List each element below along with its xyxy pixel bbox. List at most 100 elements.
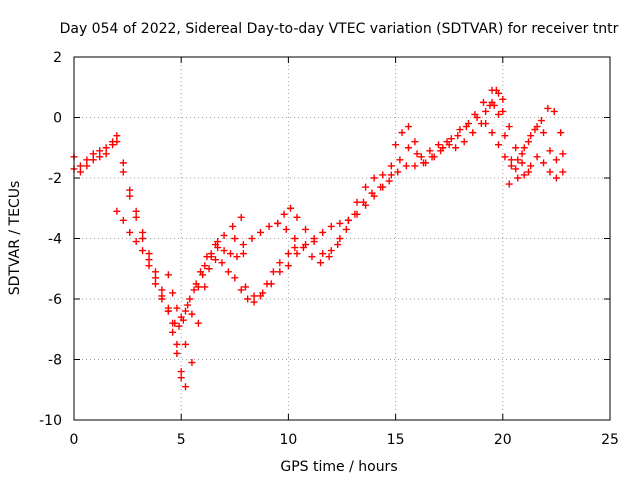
data-point — [177, 368, 185, 376]
data-point — [402, 162, 410, 170]
ticks-layer: 0 5 10 15 20 25 -10 -8 -6 -4 -2 0 2 — [39, 50, 619, 448]
data-point — [422, 159, 430, 167]
data-point — [319, 250, 327, 258]
data-point — [482, 120, 490, 128]
data-point — [126, 192, 134, 200]
data-point — [192, 280, 200, 288]
data-point — [132, 238, 140, 246]
data-point — [518, 159, 526, 167]
data-point — [229, 222, 237, 230]
data-point — [190, 286, 198, 294]
data-point — [499, 95, 507, 103]
data-point — [293, 213, 301, 221]
data-point — [218, 259, 226, 267]
data-point — [282, 225, 290, 233]
data-point — [177, 374, 185, 382]
data-point — [447, 135, 455, 143]
data-point — [184, 301, 192, 309]
data-point — [265, 222, 273, 230]
data-point — [546, 168, 554, 176]
data-point — [214, 238, 222, 246]
data-point — [126, 228, 134, 236]
data-point — [512, 165, 520, 173]
data-point — [194, 319, 202, 327]
data-point — [404, 144, 412, 152]
data-point — [139, 247, 147, 255]
data-point — [175, 322, 183, 330]
data-point — [426, 147, 434, 155]
data-series — [274, 86, 533, 258]
data-point — [518, 150, 526, 158]
data-point — [434, 141, 442, 149]
data-point — [276, 268, 284, 276]
data-point — [164, 307, 172, 315]
data-point — [76, 168, 84, 176]
data-point — [83, 156, 91, 164]
data-point — [169, 319, 177, 327]
data-point — [413, 150, 421, 158]
data-point — [559, 150, 567, 158]
data-point — [173, 349, 181, 357]
data-point — [411, 138, 419, 146]
x-tick-label: 5 — [177, 432, 186, 448]
data-point — [201, 262, 209, 270]
data-point — [109, 138, 117, 146]
data-point — [327, 247, 335, 255]
data-point — [119, 216, 127, 224]
data-point — [151, 268, 159, 276]
data-point — [169, 328, 177, 336]
data-point — [237, 286, 245, 294]
data-point — [507, 162, 515, 170]
x-tick-label: 25 — [601, 432, 619, 448]
data-point — [269, 268, 277, 276]
data-point — [287, 204, 295, 212]
data-point — [102, 144, 110, 152]
data-point — [119, 159, 127, 167]
data-point — [293, 250, 301, 258]
data-point — [552, 156, 560, 164]
data-point — [533, 153, 541, 161]
data-point — [387, 162, 395, 170]
data-point — [514, 156, 522, 164]
data-point — [259, 289, 267, 297]
data-point — [379, 171, 387, 179]
data-point — [267, 280, 275, 288]
data-point — [394, 168, 402, 176]
data-point — [495, 110, 503, 118]
data-point — [284, 262, 292, 270]
data-point — [488, 98, 496, 106]
data-point — [291, 244, 299, 252]
data-point — [379, 183, 387, 191]
data-point — [499, 107, 507, 115]
data-point — [452, 144, 460, 152]
data-point — [525, 138, 533, 146]
data-point — [362, 201, 370, 209]
data-point — [113, 132, 121, 140]
data-point — [214, 244, 222, 252]
data-point — [520, 171, 528, 179]
data-point — [220, 247, 228, 255]
data-point — [385, 177, 393, 185]
data-point — [544, 104, 552, 112]
data-point — [344, 216, 352, 224]
x-tick-label: 0 — [70, 432, 79, 448]
y-tick-label: -8 — [48, 353, 62, 369]
data-point — [325, 253, 333, 261]
data-point — [559, 168, 567, 176]
data-point — [370, 192, 378, 200]
data-point — [336, 219, 344, 227]
data-point — [398, 129, 406, 137]
data-point — [89, 150, 97, 158]
data-point — [158, 286, 166, 294]
data-point — [327, 222, 335, 230]
data-point — [546, 147, 554, 155]
data-point — [126, 186, 134, 194]
data-point — [205, 265, 213, 273]
y-tick-label: -6 — [48, 292, 62, 308]
data-point — [404, 123, 412, 131]
data-point — [319, 228, 327, 236]
data-point — [540, 129, 548, 137]
y-axis-label: SDTVAR / TECUs — [7, 181, 23, 296]
data-point — [102, 150, 110, 158]
